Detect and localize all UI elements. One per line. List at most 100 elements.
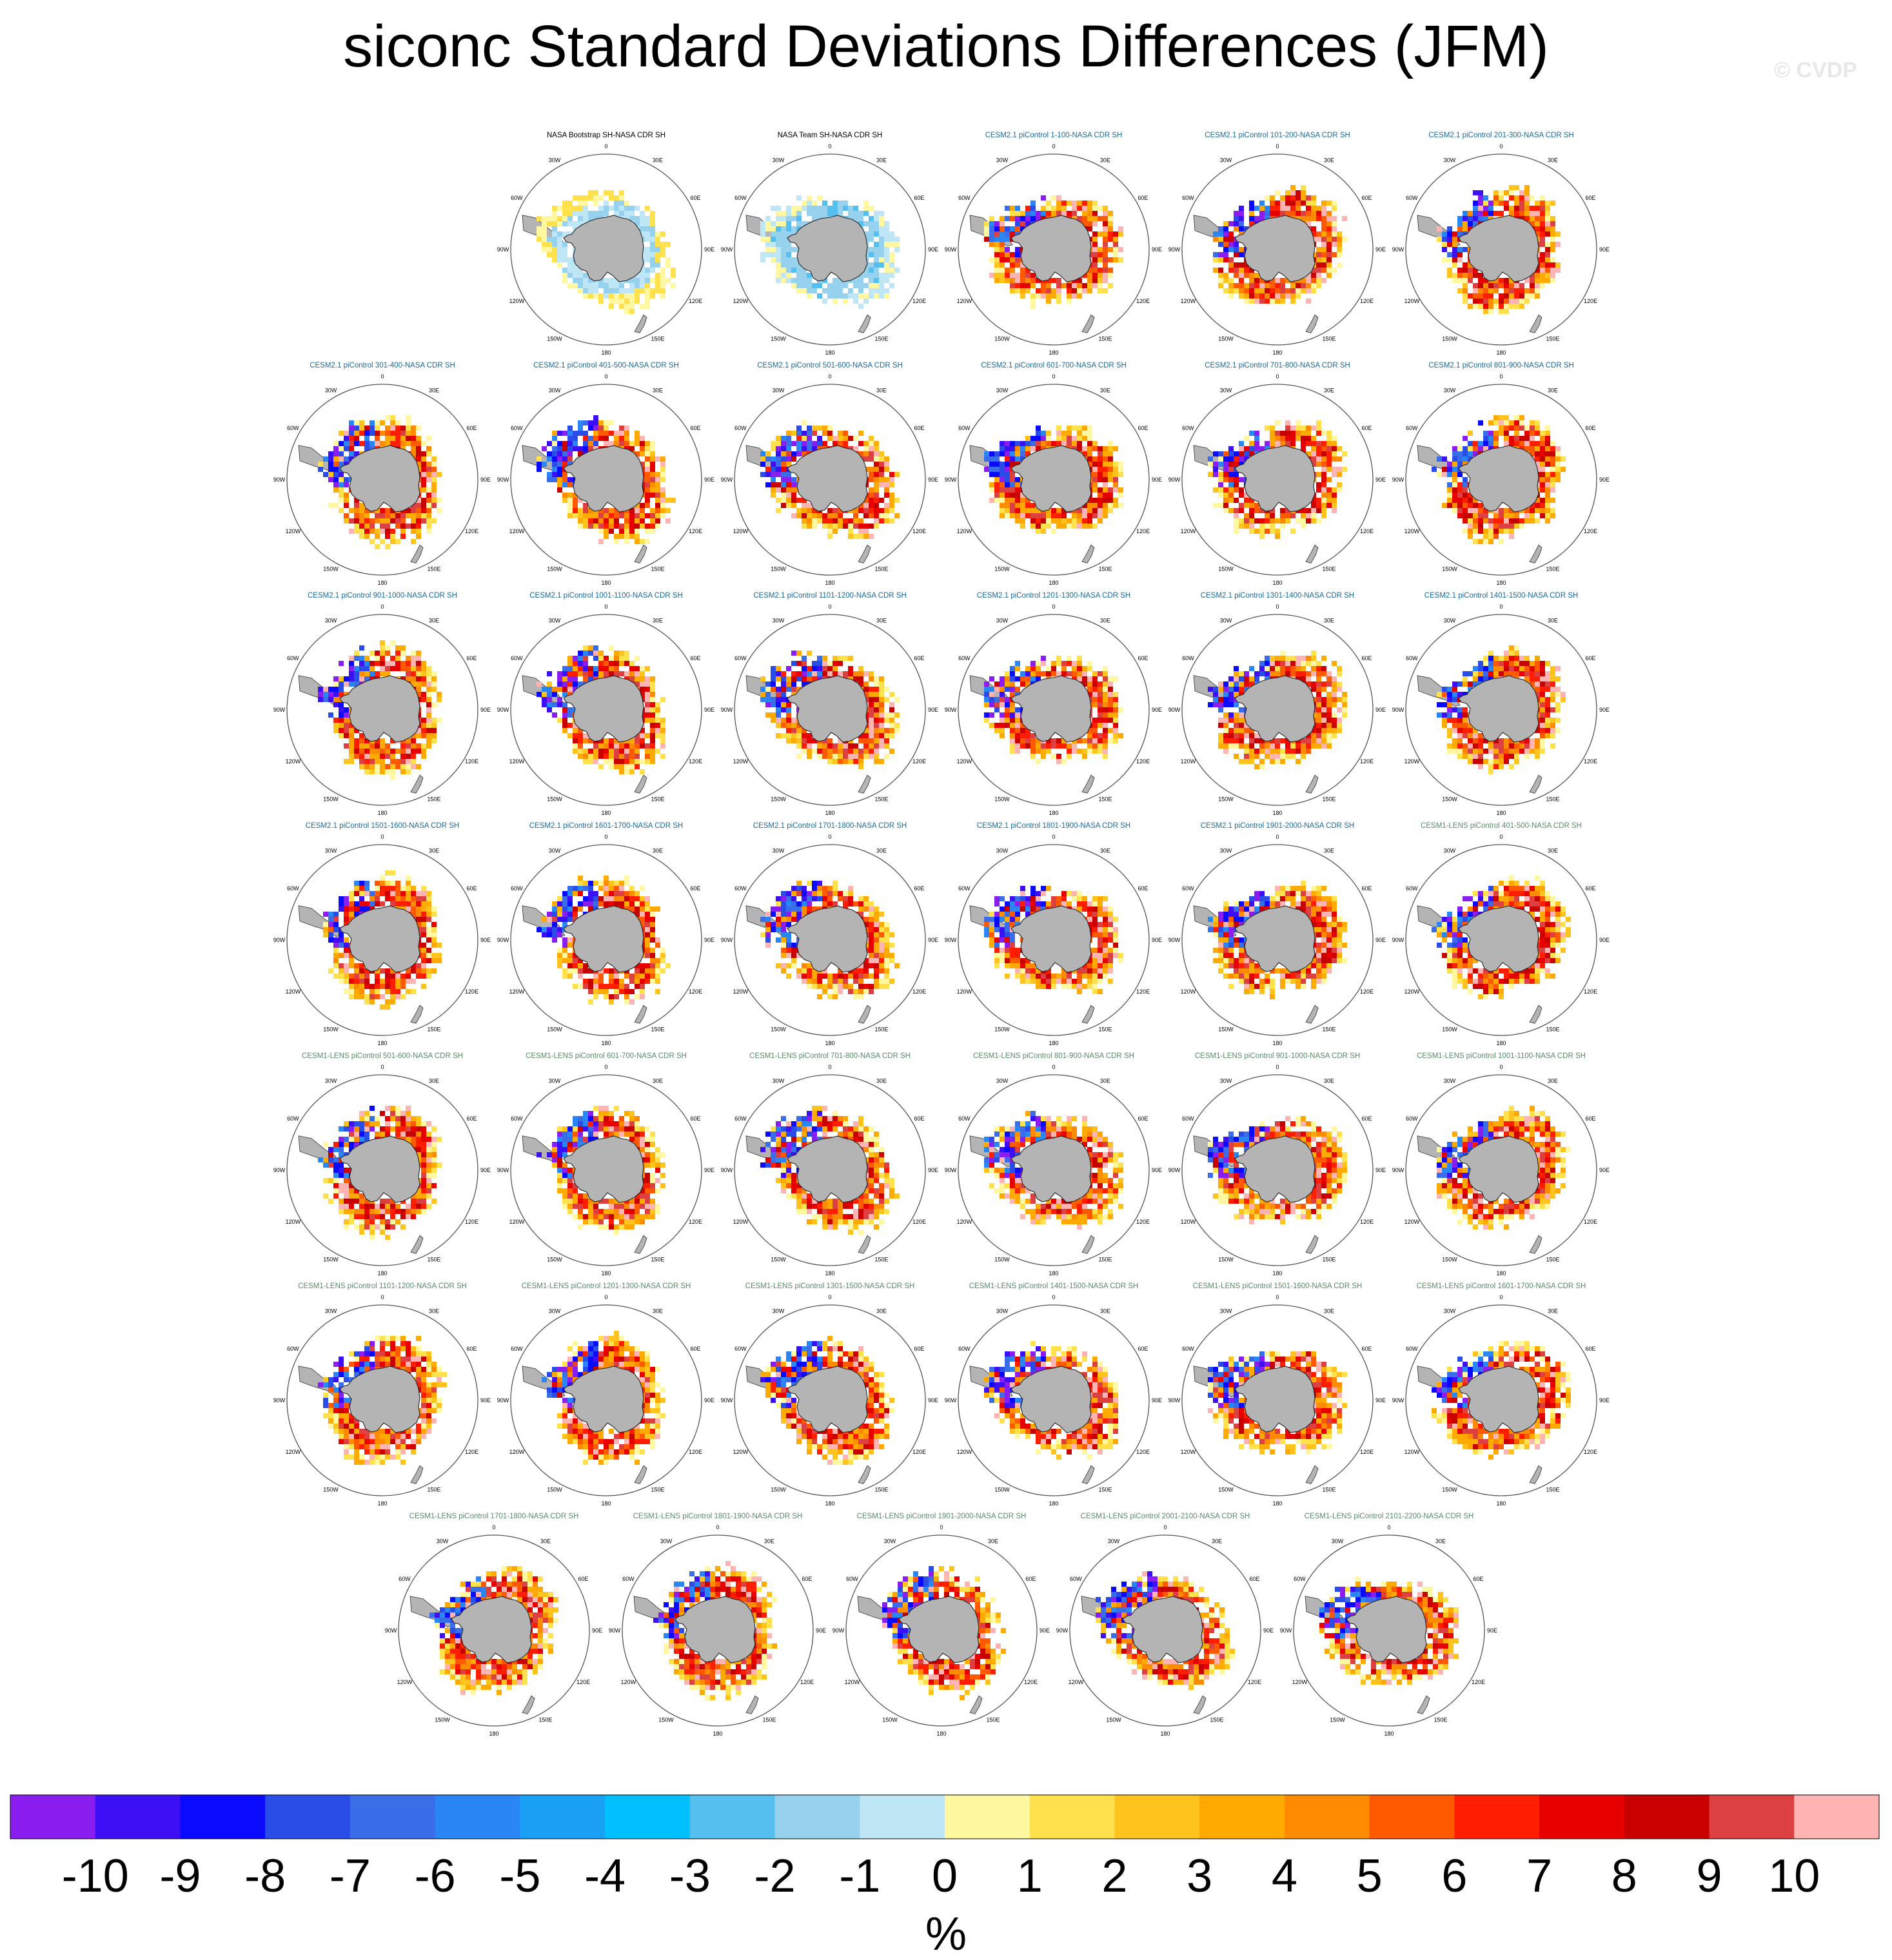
data-cell [349,441,354,446]
data-cell [1244,262,1249,268]
data-cell [349,681,354,687]
data-cell [1067,754,1072,759]
data-cell [1545,697,1550,702]
data-cell [1061,661,1067,666]
longitude-label: 90W [721,476,733,483]
data-cell [1463,221,1468,226]
data-cell [1218,482,1223,487]
data-cell [542,221,547,226]
data-cell [884,257,889,262]
data-cell [344,681,349,687]
data-cell [776,692,781,697]
data-cell [1082,749,1087,754]
data-cell [583,676,588,681]
data-cell [781,278,786,283]
data-cell [1103,206,1108,211]
data-cell [1530,211,1535,216]
data-cell [339,508,344,513]
data-cell [812,513,817,518]
data-cell [994,707,1000,712]
data-cell [1535,221,1540,226]
data-cell [1452,718,1457,723]
data-cell [848,666,853,671]
data-cell [1509,534,1514,539]
data-cell [364,661,370,666]
data-cell [1223,247,1228,252]
data-cell [1463,451,1468,456]
data-cell [781,451,786,456]
data-cell [1030,273,1036,278]
data-cell [645,493,650,498]
data-cell [1550,446,1555,451]
data-cell [1218,718,1223,723]
data-cell [1213,503,1218,508]
data-cell [1280,508,1285,513]
longitude-label: 60E [914,655,925,662]
data-cell [1473,728,1478,733]
data-cell [359,759,364,764]
data-cell [344,446,349,451]
data-cell [573,661,578,666]
data-cell [1275,534,1280,539]
data-cell [416,728,421,733]
data-cell [1301,743,1306,749]
data-cell [760,697,765,702]
data-cell [557,681,562,687]
data-cell [1005,451,1010,456]
data-cell [1103,278,1108,283]
longitude-label: 90E [1599,246,1610,253]
data-cell [1092,692,1098,697]
data-cell [863,529,869,534]
data-cell [1030,676,1036,681]
data-cell [1316,252,1321,257]
data-cell [426,738,431,743]
data-cell [640,462,645,467]
data-cell [1311,231,1316,237]
data-cell [1087,513,1092,518]
data-cell [1488,671,1493,676]
data-cell [1321,252,1326,257]
data-cell [629,754,635,759]
data-cell [1524,216,1530,221]
map-panel: CESM2.1 piControl 1501-1600-NASA CDR SH0… [273,822,491,1046]
data-cell [1218,687,1223,692]
data-cell [1280,288,1285,293]
data-cell [598,518,604,524]
data-cell [619,749,624,754]
data-cell [1010,707,1015,712]
panel-title: CESM2.1 piControl 701-800-NASA CDR SH [1205,362,1350,369]
data-cell [1468,273,1473,278]
data-cell [629,206,635,211]
data-cell [1550,676,1555,681]
data-cell [609,518,614,524]
data-cell [1488,666,1493,671]
longitude-label: 30W [549,157,561,163]
data-cell [537,467,542,472]
data-cell [1234,216,1239,221]
data-cell [1098,712,1103,718]
data-cell [1051,195,1056,201]
data-cell [889,237,894,242]
data-cell [640,687,645,692]
data-cell [1296,201,1301,206]
data-cell [853,534,858,539]
data-cell [1041,446,1046,451]
data-cell [1234,743,1239,749]
data-cell [989,697,994,702]
data-cell [1540,257,1545,262]
data-cell [349,431,354,436]
data-cell [1452,728,1457,733]
data-cell [557,671,562,676]
data-cell [1301,513,1306,518]
data-cell [1316,728,1321,733]
longitude-label: 90W [945,707,957,713]
data-cell [1025,216,1030,221]
data-cell [1519,749,1524,754]
data-cell [1092,201,1098,206]
data-cell [1504,513,1509,518]
data-cell [655,242,660,247]
longitude-label: 120W [1181,758,1196,765]
data-cell [339,901,344,906]
data-cell [344,436,349,441]
data-cell [1234,283,1239,288]
